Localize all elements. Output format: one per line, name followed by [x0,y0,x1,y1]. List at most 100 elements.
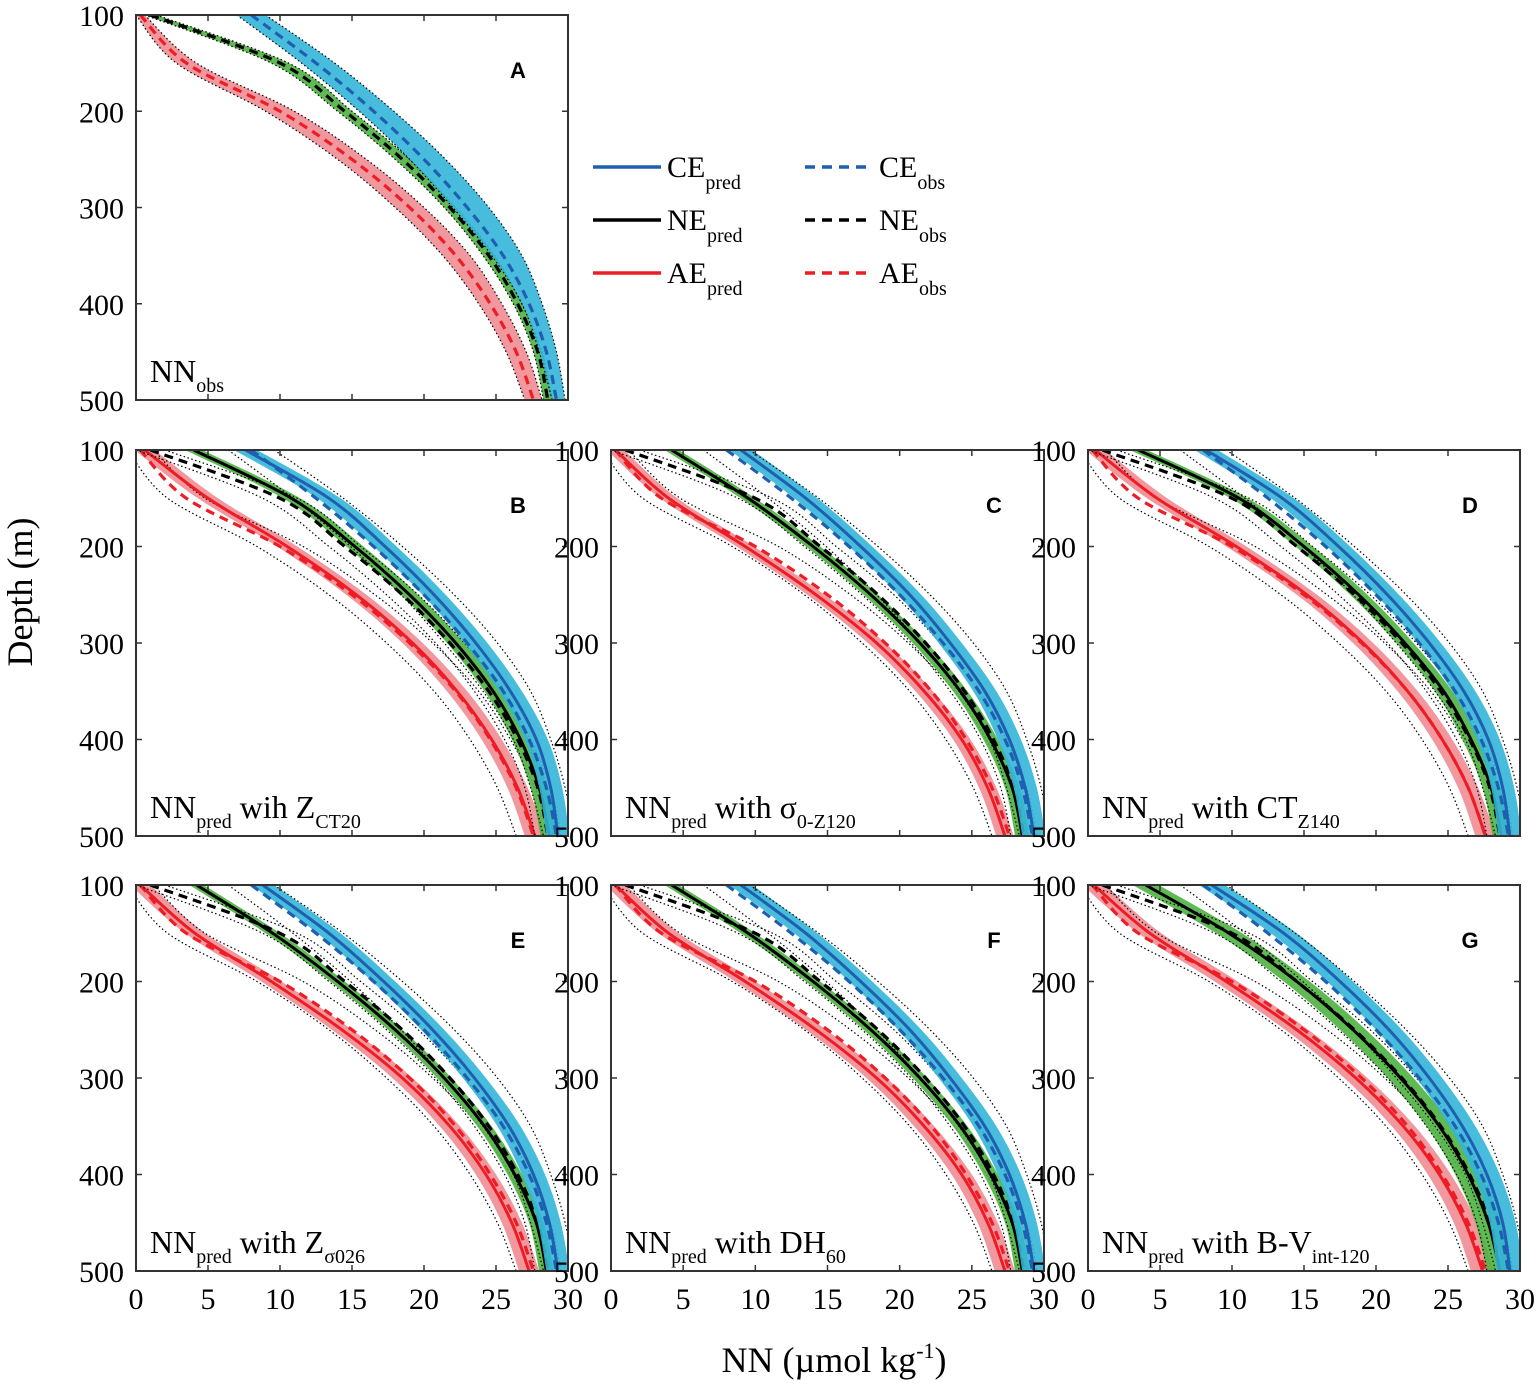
x-tick-label: 15 [813,1283,843,1316]
panel-a-plot-area [136,15,566,400]
ne-obs-lower-dotted [144,15,545,400]
annotation-main: NN [150,789,196,825]
x-axis-title-sup: -1 [916,1338,934,1363]
ae-obs-lower-dotted [136,461,517,836]
ae-pred-line [614,450,1007,836]
ne-pred-line [670,885,1024,1271]
ce-obs-line [250,15,559,400]
ae-obs-line [139,15,535,400]
ae-pred-line [1092,885,1485,1271]
y-tick-label: 200 [1031,532,1076,565]
y-tick-label: 500 [1031,1256,1076,1289]
annotation-tail-sub: σ026 [324,1246,365,1268]
panel-annotation: NNpred with CTZ140 [1102,789,1340,833]
legend: CEpred CEobs NEpred NEobs AEpred AEobs [593,151,947,300]
ne-obs-line [1101,450,1502,836]
panel-annotation: NNpred with B-Vint-120 [1102,1224,1370,1268]
y-tick-label: 100 [1031,870,1076,903]
ae-obs-lower-dotted [1088,461,1469,836]
x-tick-label: 30 [553,1283,583,1316]
panel-letter: A [510,58,526,83]
panel-g-plot-area [1088,885,1520,1271]
y-tick-label: 400 [554,725,599,758]
x-tick-label: 20 [409,1283,439,1316]
ce-obs-lower-dotted [703,450,1021,836]
annotation-main: NN [625,1224,671,1260]
panel-annotation: NNpred with DH60 [625,1224,846,1268]
x-tick-label: 25 [481,1283,511,1316]
legend-item-ce-pred: CEpred [593,151,741,194]
ne-pred-line [195,885,548,1271]
ce-obs-line [1202,885,1511,1271]
ae-obs-line [1091,450,1487,836]
legend-item-ce-obs: CEobs [805,151,945,194]
y-axis-title: Depth (m) [0,518,40,667]
x-tick-label: 5 [676,1283,691,1316]
ae-pred-line [139,885,531,1271]
legend-label: NEobs [879,204,947,247]
ce-pred-line [740,450,1036,836]
panel-annotation: NNpred wih ZCT20 [150,789,361,833]
ne-pred-line [1144,885,1502,1271]
ne-band [185,450,558,836]
y-tick-label: 400 [1031,725,1076,758]
ne-obs-upper-dotted [639,885,1038,1271]
ce-obs-lower-dotted [1179,885,1497,1271]
legend-item-ae-obs: AEobs [805,257,947,300]
ce-obs-line [1202,450,1511,836]
y-tick-label: 100 [1031,435,1076,468]
ae-obs-line [1091,885,1487,1271]
annotation-tail-sub: 0-Z120 [797,811,856,833]
panel-d: 100 200 300 400 500 D NNpred with CTZ140 [1031,435,1521,854]
legend-item-ne-pred: NEpred [593,204,743,247]
panel-e-plot-area [136,885,568,1271]
panel-f-plot-area [611,885,1044,1271]
ce-obs-lower-dotted [703,885,1021,1271]
x-tick-label: 20 [885,1283,915,1316]
y-tick-label: 500 [79,1256,124,1289]
annotation-tail-sub: int-120 [1312,1246,1370,1268]
ae-obs-lower-dotted [611,896,993,1271]
y-tick-label: 100 [554,435,599,468]
y-tick-label: 100 [554,870,599,903]
x-tick-label: 30 [1505,1283,1535,1316]
x-tick-label: 10 [740,1283,770,1316]
ce-obs-lower-dotted [236,15,553,400]
ce-pred-line [1210,885,1512,1271]
panel-b: 100 200 300 400 500 B NNpred wih ZCT20 [79,435,569,854]
annotation-sub: pred [1148,1246,1184,1268]
panel-c: 100 200 300 400 500 C NNpred with σ0-Z120 [554,435,1045,854]
ae-obs-line [614,450,1011,836]
ne-band [1129,450,1510,836]
annotation-main: NN [625,789,671,825]
y-tick-label: 200 [554,532,599,565]
panel-d-plot-area [1088,450,1520,836]
ae-pred-line [614,885,1007,1271]
y-tick-label: 500 [1031,821,1076,854]
y-tick-label: 400 [79,289,124,322]
ce-pred-line [261,885,560,1271]
annotation-sub: obs [196,375,224,397]
ce-obs-line [250,450,559,836]
annotation-main: NN [1102,789,1148,825]
y-tick-label: 200 [79,967,124,1000]
y-tick-label: 300 [79,193,124,226]
annotation-tail: wih Z [232,789,316,825]
legend-label: CEpred [667,151,741,194]
y-tick-label: 100 [79,435,124,468]
x-tick-label: 15 [1289,1283,1319,1316]
panel-c-plot-area [611,450,1044,836]
y-tick-label: 500 [554,1256,599,1289]
panel-letter: E [511,928,526,953]
ne-obs-line [624,450,1026,836]
y-tick-label: 400 [79,1160,124,1193]
y-tick-label: 200 [1031,967,1076,1000]
annotation-sub: pred [671,1246,707,1268]
ae-obs-lower-dotted [136,896,517,1271]
annotation-tail-sub: Z140 [1298,811,1340,833]
annotation-tail-sub: 60 [826,1246,846,1268]
y-tick-label: 400 [1031,1160,1076,1193]
panel-annotation: NNpred with Zσ026 [150,1224,365,1268]
annotation-tail: with σ [707,789,797,825]
